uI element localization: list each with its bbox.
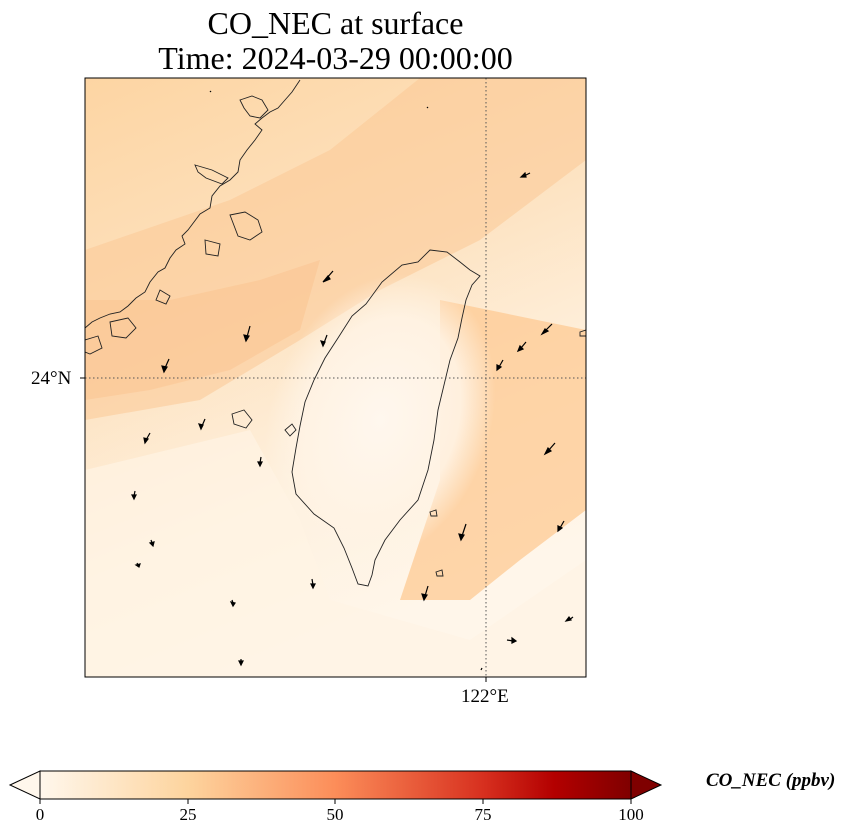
colorbar-tick-label: 100 — [618, 805, 644, 824]
wind-arrow — [148, 539, 155, 548]
wind-arrow — [310, 578, 316, 590]
wind-arrow — [421, 585, 429, 602]
colorbar-ticks — [39, 799, 632, 804]
colorbar-tick-label: 75 — [474, 805, 492, 824]
colorbar-tick-label: 50 — [326, 805, 344, 824]
wind-arrow — [257, 456, 263, 468]
colorbar — [8, 770, 663, 804]
wind-arrow — [543, 442, 556, 456]
wind-arrow — [426, 106, 429, 109]
wind-arrow — [198, 418, 206, 431]
wind-arrow — [322, 270, 334, 283]
concentration-field — [85, 78, 586, 677]
wind-arrow — [516, 341, 527, 353]
wind-arrow — [540, 323, 553, 336]
gridlines — [85, 78, 586, 677]
wind-arrow — [320, 334, 328, 348]
map-title-line-1: CO_NEC at surface — [207, 5, 464, 41]
colorbar-tick-label: 0 — [35, 805, 45, 824]
colorbar-title: CO_NEC (ppbv) — [706, 770, 836, 791]
wind-arrow — [506, 636, 518, 644]
wind-arrow — [229, 599, 236, 608]
wind-arrow — [238, 659, 244, 667]
wind-arrow — [131, 490, 137, 501]
map-title-line-2: Time: 2024-03-29 00:00:00 — [158, 40, 513, 76]
wind-arrow — [134, 562, 141, 568]
colorbar-gradient — [39, 770, 632, 800]
wind-arrow — [458, 523, 467, 542]
latitude-tick-label: 24°N — [31, 368, 72, 389]
colorbar-max-extend — [630, 770, 663, 800]
wind-arrow — [519, 171, 531, 178]
wind-arrow — [161, 358, 170, 374]
coastline — [85, 79, 586, 587]
wind-arrow — [243, 325, 251, 343]
wind-arrow — [496, 359, 504, 372]
wind-arrow — [143, 432, 151, 445]
longitude-tick-label: 122°E — [461, 686, 509, 707]
wind-arrow — [480, 667, 483, 671]
wind-vectors — [131, 90, 574, 671]
wind-arrow — [209, 90, 212, 93]
colorbar-tick-label: 25 — [179, 805, 197, 824]
wind-arrow — [564, 615, 574, 622]
colorbar-min-extend — [8, 770, 41, 800]
wind-arrow — [557, 520, 565, 533]
